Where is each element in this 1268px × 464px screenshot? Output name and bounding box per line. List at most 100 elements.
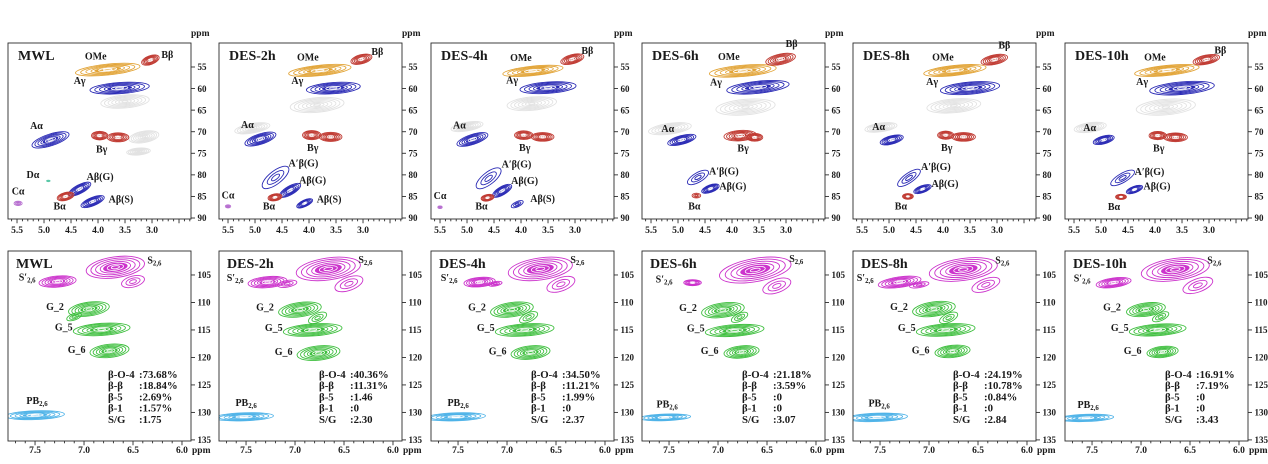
peak-label: G_6: [912, 345, 930, 356]
x-tick-label: 4.5: [1122, 226, 1134, 236]
ppm-unit-label: ppm: [191, 29, 210, 39]
peak-G_2: [912, 300, 957, 318]
y-tick-label: 65: [831, 105, 841, 115]
y-axis: 55 60 65 70 75 80 85 90: [402, 62, 418, 223]
y-tick-label: 70: [620, 127, 630, 137]
peak-label: Aβ(S): [317, 194, 342, 205]
peak-label: Bγ: [941, 143, 953, 154]
plot-frame: [1064, 42, 1249, 220]
x-tick-label: 7.5: [1086, 446, 1098, 456]
y-tick-label: 85: [831, 192, 841, 202]
y-tick-label: 85: [620, 192, 630, 202]
stat-line: β-O-4:24.19%: [953, 369, 1023, 381]
peak-label: S2,6: [789, 254, 804, 266]
x-tick-label: 4.5: [699, 226, 711, 236]
peak-blob: [277, 279, 298, 288]
peak-label: Aβ(G): [1143, 182, 1170, 193]
y-axis: 55 60 65 70 75 80 85 90: [1247, 62, 1264, 223]
peak-label: PB2,6: [656, 399, 678, 411]
peak-G_2: [68, 301, 110, 317]
peak-label: OMe: [297, 52, 319, 63]
y-axis: 55 60 65 70 75 80 85 90: [824, 62, 841, 223]
sample-column-DES-6h: OMe Bβ Aγ Aα Bγ A′β(G) Aβ(G) Bα DES-6h 55 60 65 70 75…: [634, 0, 845, 464]
peak-blob: [648, 122, 692, 136]
peak-G_5: [1128, 323, 1187, 337]
y-tick-label: 115: [831, 325, 845, 335]
peak-label: Aβ(G): [511, 176, 538, 187]
peak-blob: [1073, 121, 1107, 134]
stat-line: S/G:2.37: [531, 414, 585, 426]
panel-DES-8h-aliphatic: OMe Bβ Aγ Aα Bγ A′β(G) Aβ(G) Bα DES-8h 55 60 65 70 75…: [852, 29, 1055, 236]
peak-G_2: [278, 301, 323, 318]
peak-Bα: [56, 191, 75, 202]
peak-Aβ(S): [510, 200, 524, 209]
peak-label: S2,6: [359, 255, 374, 267]
x-tick-label: 4.0: [726, 226, 738, 236]
panel-DES-10h-aliphatic: OMe Bβ Aγ Aα Bγ A′β(G) Aβ(G) Bα DES-10h 55 60 65 70 7…: [1064, 29, 1266, 236]
peak-labels: S2,6 S′2,6 G_2 G_5 G_6 PB2,6: [656, 254, 804, 411]
y-axis: 105 110 115 120 125 130 135: [613, 270, 634, 445]
peak-label: PB2,6: [447, 398, 469, 410]
peak-label: Aα: [873, 122, 886, 133]
plot-frame: [7, 42, 192, 220]
peak-PB_{2,6}: [1064, 413, 1114, 423]
ppm-unit-label: ppm: [1037, 446, 1056, 456]
y-tick-label: 85: [1254, 192, 1264, 202]
y-tick-label: 115: [409, 325, 423, 335]
y-tick-label: 125: [831, 380, 845, 390]
stat-line: β-1:0: [1165, 403, 1205, 415]
peak-Aγ: [726, 79, 790, 95]
stat-line: β-β:7.19%: [1165, 380, 1229, 392]
peak-G_5: [916, 323, 976, 337]
peak-blob: [319, 131, 343, 142]
peak-label: Aβ(S): [109, 195, 134, 206]
stat-line: β-5:0: [742, 391, 782, 403]
linkage-stats: β-O-4:73.68%β-β:18.84%β-5:2.69%β-1:1.57%…: [108, 369, 178, 426]
peak-label: Bα: [688, 202, 701, 213]
peak-Aγ: [306, 81, 362, 95]
y-tick-label: 110: [831, 298, 845, 308]
peak-Bβ: [980, 53, 1009, 66]
panel-DES-4h-aromatic: S2,6 S′2,6 G_2 G_5 G_6 PB2,6 DES-4h 105 110 115 12…: [430, 250, 634, 456]
y-tick-label: 90: [620, 213, 630, 223]
peak-Bα: [902, 193, 915, 200]
x-tick-label: 4.5: [65, 226, 77, 236]
peak-Aα: [244, 131, 277, 147]
peak-label: Aγ: [926, 77, 938, 88]
peak-label: Dα: [27, 170, 40, 181]
x-tick-label: 3.5: [330, 226, 342, 236]
y-tick-label: 105: [620, 270, 634, 280]
stat-line: β-5:0: [1165, 391, 1205, 403]
peak-label: G_6: [488, 346, 506, 357]
peak-Cα: [225, 204, 232, 209]
peak-OMe: [502, 64, 564, 78]
panel-MWL-aliphatic: OMe Bβ Aγ Aα Bγ Dα Aβ(G) Aβ(S) Bα Cα MWL 55 60 65 70 75…: [7, 29, 210, 236]
peak-A′β(G): [1109, 169, 1135, 187]
peak-label: G_2: [1103, 303, 1121, 314]
y-tick-label: 60: [198, 84, 208, 94]
y-tick-label: 65: [198, 105, 208, 115]
peak-label: Bα: [475, 202, 488, 213]
peak-label: OMe: [718, 52, 740, 63]
y-tick-label: 90: [1254, 213, 1264, 223]
peak-label: S2,6: [570, 255, 585, 267]
peak-label: Bα: [53, 201, 66, 212]
peak-label: G_5: [55, 322, 73, 333]
x-tick-label: 6.5: [1184, 446, 1196, 456]
stat-line: β-β:18.84%: [108, 380, 178, 392]
panel-title: DES-8h: [861, 257, 908, 272]
y-tick-label: 105: [831, 270, 845, 280]
y-tick-label: 130: [1254, 408, 1268, 418]
panel-DES-6h-aromatic: S2,6 S′2,6 G_2 G_5 G_6 PB2,6 DES-6h 105 110 115 12…: [641, 250, 845, 456]
peak-label: Bβ: [161, 50, 173, 61]
peak-label: Aγ: [710, 77, 722, 88]
peak-OMe: [923, 64, 987, 77]
peak-G_2: [489, 301, 534, 318]
stat-line: β-O-4:73.68%: [108, 369, 178, 381]
peak-label: PB2,6: [236, 398, 258, 410]
contour-peaks: [437, 53, 584, 209]
peak-blob: [864, 122, 898, 133]
stat-line: β-1:0: [742, 403, 782, 415]
peak-label: S2,6: [996, 255, 1011, 267]
x-axis: 5.5 5.0 4.5 4.0 3.5 3.0: [434, 219, 613, 236]
